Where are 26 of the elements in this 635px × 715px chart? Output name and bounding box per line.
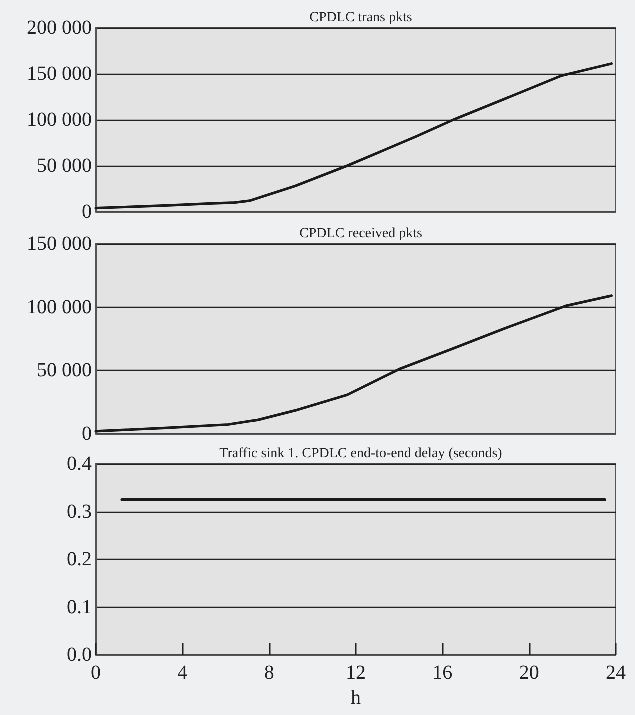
x-tick-label: 4 bbox=[178, 662, 188, 684]
y-tick-label: 50 000 bbox=[37, 155, 92, 177]
y-tick-label: 150 000 bbox=[27, 63, 92, 85]
y-tick-label: 100 000 bbox=[27, 296, 92, 318]
y-tick-label: 0.3 bbox=[67, 500, 92, 523]
y-tick-label: 50 000 bbox=[37, 360, 92, 382]
x-tick-label: 8 bbox=[264, 662, 274, 684]
y-tick-label: 0.0 bbox=[67, 644, 92, 666]
y-tick-label: 0 bbox=[82, 201, 92, 223]
x-tick-label: 24 bbox=[606, 662, 626, 684]
y-tick-label: 100 000 bbox=[27, 109, 92, 131]
chart-title: Traffic sink 1. CPDLC end-to-end delay (seconds) bbox=[220, 446, 503, 462]
y-tick-label: 0 bbox=[82, 423, 92, 445]
chart-title: CPDLC received pkts bbox=[300, 226, 422, 242]
y-tick-label: 150 000 bbox=[27, 233, 92, 255]
x-tick-label: 16 bbox=[432, 662, 453, 684]
y-tick-label: 0.1 bbox=[67, 596, 92, 618]
y-tick-label: 0.2 bbox=[67, 548, 92, 570]
x-tick-label: 20 bbox=[519, 662, 540, 684]
chart-title: CPDLC trans pkts bbox=[310, 10, 412, 26]
y-tick-label: 0.4 bbox=[67, 453, 92, 475]
x-axis-title: h bbox=[351, 686, 361, 709]
line-series bbox=[94, 62, 613, 210]
x-tick-label: 12 bbox=[346, 662, 366, 684]
line-series bbox=[94, 294, 613, 433]
y-tick-label: 200 000 bbox=[27, 17, 92, 39]
